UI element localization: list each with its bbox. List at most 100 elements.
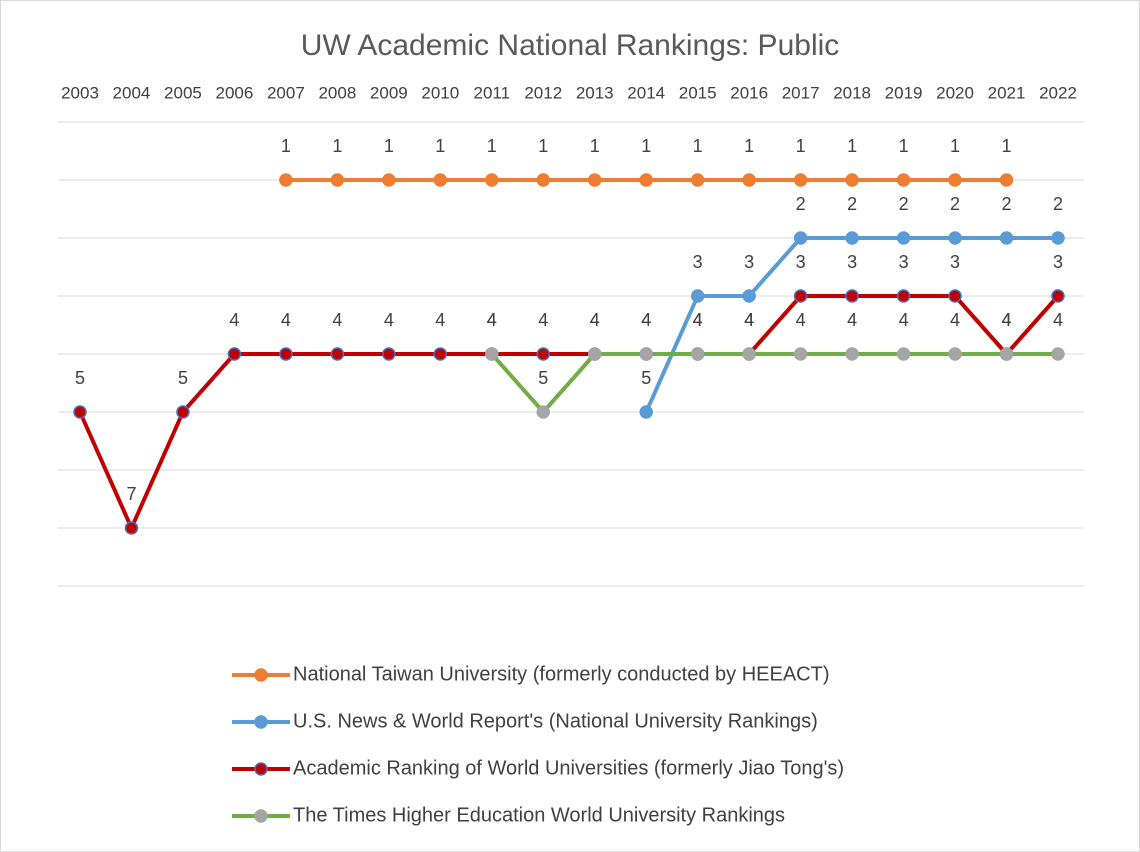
data-label: 3 (847, 252, 857, 272)
chart-title: UW Academic National Rankings: Public (301, 29, 840, 62)
data-label: 1 (693, 136, 703, 156)
series-marker (793, 347, 808, 361)
series-marker (587, 173, 602, 187)
series-marker (845, 231, 859, 245)
data-label: 4 (744, 310, 754, 330)
series-line (490, 352, 1058, 414)
data-label: 3 (1053, 252, 1063, 272)
x-tick-label: 2003 (61, 83, 99, 102)
series-marker (536, 405, 551, 419)
data-label: 3 (693, 252, 703, 272)
legend-marker (254, 715, 268, 729)
series-marker (896, 231, 911, 245)
data-label: 1 (538, 136, 548, 156)
legend-label: Academic Ranking of World Universities (… (293, 757, 844, 779)
data-label: 4 (332, 310, 342, 330)
data-label: 4 (744, 310, 754, 330)
series-marker (587, 347, 602, 361)
data-label: 5 (75, 368, 85, 388)
legend-label: The Times Higher Education World Univers… (293, 804, 785, 826)
series-marker (227, 347, 242, 361)
data-label: 7 (126, 484, 136, 504)
data-label: 3 (899, 252, 909, 272)
data-label: 4 (693, 310, 703, 330)
series-marker (690, 347, 705, 361)
data-label: 3 (796, 252, 806, 272)
data-label: 5 (538, 368, 548, 388)
data-label: 4 (487, 310, 497, 330)
series-marker (793, 231, 808, 245)
x-tick-label: 2011 (474, 83, 511, 102)
series-marker (999, 231, 1014, 245)
data-label: 1 (435, 136, 445, 156)
data-label: 4 (229, 310, 239, 330)
series-marker (896, 289, 911, 303)
series-marker (176, 405, 190, 419)
x-tick-label: 2012 (524, 83, 562, 102)
series-line (78, 294, 1060, 530)
x-tick-label: 2009 (370, 83, 408, 102)
data-label: 4 (281, 310, 291, 330)
data-label: 1 (950, 136, 960, 156)
data-label: 1 (744, 136, 754, 156)
data-label: 2 (1053, 194, 1063, 214)
series-marker (948, 289, 962, 303)
data-label: 1 (332, 136, 342, 156)
series-marker (382, 173, 396, 187)
series-marker (279, 347, 293, 361)
legend-marker (254, 668, 268, 682)
data-label: 1 (847, 136, 857, 156)
series-marker (793, 173, 808, 187)
data-label: 4 (590, 310, 600, 330)
legend-label: National Taiwan University (formerly con… (293, 663, 830, 685)
legend-marker (254, 809, 268, 823)
data-label: 4 (590, 310, 600, 330)
data-label: 1 (641, 136, 651, 156)
series-marker (433, 173, 448, 187)
series-marker (639, 405, 653, 419)
data-label: 4 (1053, 310, 1063, 330)
series-marker (330, 173, 345, 187)
series-marker (73, 405, 87, 419)
x-tick-label: 2005 (164, 83, 202, 102)
data-label: 4 (435, 310, 445, 330)
series-marker (485, 173, 499, 187)
series-marker (948, 231, 962, 245)
data-label: 2 (899, 194, 909, 214)
x-tick-label: 2016 (730, 83, 768, 102)
data-label: 1 (590, 136, 600, 156)
x-tick-label: 2021 (988, 83, 1026, 102)
series-marker (124, 521, 139, 535)
data-label: 4 (487, 310, 497, 330)
x-tick-label: 2013 (576, 83, 614, 102)
x-tick-label: 2015 (679, 83, 717, 102)
data-label: 4 (796, 310, 806, 330)
data-label: 5 (178, 368, 188, 388)
data-label: 4 (384, 310, 394, 330)
data-label: 3 (744, 252, 754, 272)
series-marker (330, 347, 345, 361)
data-label: 1 (487, 136, 497, 156)
series-marker (1051, 347, 1065, 361)
data-label: 4 (693, 310, 703, 330)
data-label: 1 (796, 136, 806, 156)
series-marker (845, 173, 859, 187)
data-label: 4 (641, 310, 651, 330)
series-marker (536, 347, 551, 361)
series-marker (639, 173, 653, 187)
x-tick-label: 2014 (627, 83, 665, 102)
series-marker (690, 289, 705, 303)
data-label: 3 (950, 252, 960, 272)
legend-marker (254, 762, 268, 776)
legend-label: U.S. News & World Report's (National Uni… (293, 710, 818, 732)
series-marker (485, 347, 499, 361)
series-marker (279, 173, 293, 187)
series-marker (1051, 289, 1065, 303)
x-tick-label: 2020 (936, 83, 974, 102)
series-marker (742, 289, 756, 303)
series-marker (742, 347, 756, 361)
series-marker (948, 347, 962, 361)
series-marker (742, 173, 756, 187)
